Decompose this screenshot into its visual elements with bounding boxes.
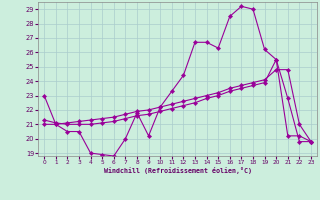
X-axis label: Windchill (Refroidissement éolien,°C): Windchill (Refroidissement éolien,°C) xyxy=(104,167,252,174)
